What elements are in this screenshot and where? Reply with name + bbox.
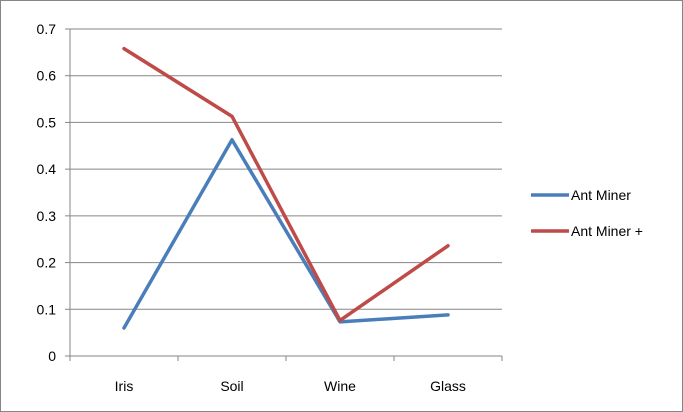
y-ticks: 0 0.1 0.2 0.3 0.4 0.5 0.6 0.7 [37, 21, 70, 364]
legend-label: Ant Miner [571, 187, 631, 203]
legend-label: Ant Miner + [571, 223, 643, 239]
x-tick-label: Soil [220, 378, 243, 394]
x-tick-label: Iris [115, 378, 134, 394]
y-tick-label: 0.1 [37, 301, 57, 317]
series-line-0 [122, 137, 450, 330]
y-tick-label: 0.3 [37, 208, 57, 224]
y-tick-label: 0.2 [37, 255, 57, 271]
series-line-1 [122, 46, 450, 323]
x-tick-label: Glass [430, 378, 466, 394]
y-tick-label: 0.4 [37, 161, 57, 177]
y-tick-label: 0.7 [37, 21, 57, 37]
y-tick-label: 0 [48, 348, 56, 364]
gridlines [70, 28, 502, 310]
y-tick-label: 0.6 [37, 68, 57, 84]
series-lines [122, 46, 450, 330]
y-tick-label: 0.5 [37, 114, 57, 130]
x-ticks: Iris Soil Wine Glass [69, 356, 503, 394]
x-tick-label: Wine [324, 378, 356, 394]
legend: Ant Miner Ant Miner + [531, 187, 643, 239]
